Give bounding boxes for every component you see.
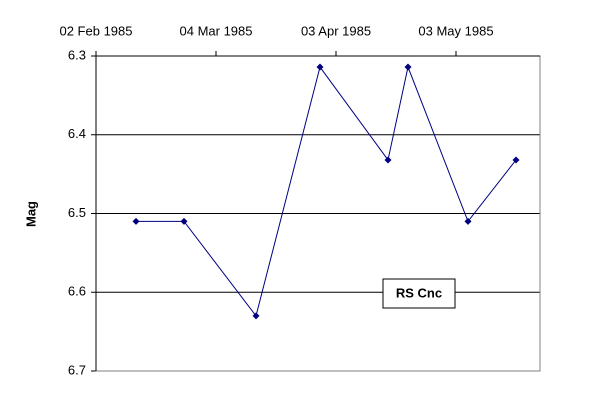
x-tick-label: 03 Apr 1985 bbox=[301, 23, 371, 38]
point bbox=[132, 217, 140, 225]
point bbox=[180, 217, 188, 225]
y-tick-label: 6.4 bbox=[68, 126, 86, 141]
point bbox=[512, 156, 520, 164]
line bbox=[136, 65, 517, 317]
y-tick-label: 6.6 bbox=[68, 284, 86, 299]
point bbox=[384, 156, 392, 164]
y-axis-label: Mag bbox=[23, 201, 38, 227]
x-tick-label: 03 May 1985 bbox=[418, 23, 493, 38]
annotation-box bbox=[382, 278, 456, 309]
y-tick-label: 6.5 bbox=[68, 205, 86, 220]
y-tick-label: 6.7 bbox=[68, 362, 86, 377]
point bbox=[252, 312, 260, 320]
annotation: RS Cnc bbox=[396, 285, 442, 300]
x-tick-label: 04 Mar 1985 bbox=[180, 23, 253, 38]
point bbox=[404, 63, 412, 71]
x-tick-label: 02 Feb 1985 bbox=[59, 23, 132, 38]
point bbox=[464, 217, 472, 225]
y-tick-label: 6.3 bbox=[68, 47, 86, 62]
point bbox=[316, 63, 324, 71]
